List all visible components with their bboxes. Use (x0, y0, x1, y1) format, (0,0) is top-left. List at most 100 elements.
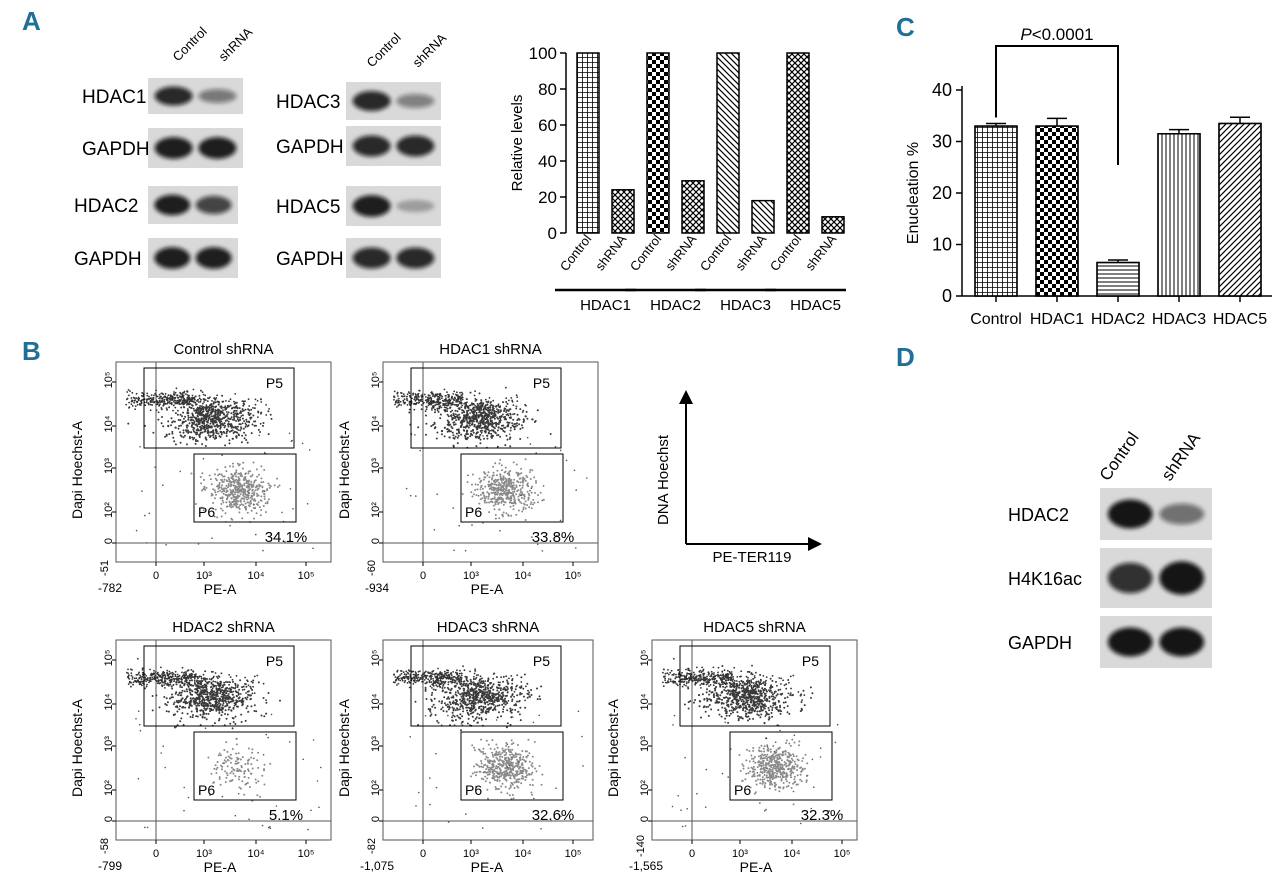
gate-p5 (143, 645, 295, 727)
gate-p6-label: P6 (465, 504, 482, 520)
bar (1218, 122, 1262, 297)
blot-strip-h4k16ac (1100, 548, 1212, 608)
x-axis-label: PE-A (471, 859, 504, 875)
y-min-label: -60 (366, 560, 378, 576)
x-tick-label: 10⁴ (248, 848, 265, 860)
p6-population (207, 737, 272, 802)
x-tick-label: 10⁵ (298, 570, 315, 582)
band-control (154, 194, 191, 216)
x-tick-label: 10³ (463, 848, 479, 860)
band-control (352, 195, 391, 217)
y-tick-label: 10 (932, 235, 952, 255)
panel-c-enucleation-chart: 0 10 20 30 40 Enucleation % Control HDAC1 HDAC2 H… (905, 25, 1272, 328)
bar (611, 189, 635, 234)
panel-label-d: D (896, 342, 915, 372)
band-control (1107, 562, 1153, 594)
blot-row-label: GAPDH (276, 137, 344, 158)
band-control (352, 135, 391, 157)
band-shrna (198, 137, 237, 159)
bar (1035, 125, 1079, 297)
gate-p6 (193, 731, 297, 801)
y-tick-label: 40 (932, 80, 952, 100)
x-tick-label: 0 (153, 570, 159, 582)
band-shrna (396, 199, 435, 213)
panel-label-a: A (22, 6, 41, 36)
significance-bracket (995, 45, 1119, 165)
band-control (352, 91, 391, 111)
blot-strip-hdac5 (346, 186, 441, 226)
blot-strip-hdac2 (148, 186, 238, 224)
bar-label: Control (627, 232, 665, 274)
key-x-arrowhead (808, 537, 822, 551)
blot-row-label: HDAC3 (276, 92, 340, 113)
flow-plot-1: Control shRNA P5 P6 34.1% 10⁵ 10⁴ 10³ 10² 0 -51 Da… (69, 341, 332, 597)
gate-p6-label: P6 (198, 504, 215, 520)
band-control (154, 247, 191, 269)
plot-title: Control shRNA (173, 341, 273, 358)
blot-row-label: H4K16ac (1008, 569, 1082, 589)
p5-population (126, 657, 281, 730)
y-axis-label: Dapi Hoechst-A (69, 420, 85, 519)
flow-plot-5: HDAC5 shRNA P5 P6 32.3% 10⁵ 10⁴ 10³ 10² 0 -140 Dap… (605, 619, 858, 875)
gate-p5 (410, 645, 562, 727)
panel-d-western-blot: Control shRNA HDAC2 H4K16ac GAPDH (1008, 428, 1212, 668)
plot-title: HDAC1 shRNA (439, 341, 542, 358)
y-tick-label: 10⁵ (103, 372, 115, 389)
y-tick-label: 0 (103, 538, 115, 544)
x-tick-label: HDAC1 (1030, 311, 1084, 328)
x-min-label: -1,565 (629, 859, 663, 873)
p5-population (393, 386, 552, 449)
bar-label: shRNA (732, 231, 769, 273)
y-min-label: -58 (99, 838, 111, 854)
gate-p6-label: P6 (734, 782, 751, 798)
y-tick-label: 10⁴ (370, 693, 382, 710)
blot-row-label: GAPDH (1008, 633, 1072, 653)
band-shrna (198, 89, 237, 103)
blot-row-label: HDAC2 (1008, 505, 1069, 525)
p5-population (662, 657, 814, 740)
band-shrna (1159, 503, 1205, 525)
x-tick-label: 10⁵ (565, 848, 582, 860)
bar (576, 52, 600, 234)
gate-p5 (679, 645, 831, 727)
band-control (154, 86, 193, 106)
blot-strip-gapdh (148, 238, 238, 278)
y-tick-label: 10³ (103, 458, 115, 474)
blot-strip-gapdh (148, 128, 243, 168)
bar (1096, 261, 1140, 297)
panel-label-c: C (896, 12, 915, 42)
y-tick-label: 10⁵ (639, 650, 651, 667)
lane-label: Control (170, 24, 210, 64)
group-label: HDAC1 (580, 297, 631, 314)
x-tick-label: 10⁴ (784, 848, 801, 860)
y-tick-label: 10² (103, 780, 115, 796)
x-tick-label: HDAC2 (1091, 311, 1145, 328)
y-min-label: -82 (366, 838, 378, 854)
y-tick-label: 0 (942, 286, 952, 306)
gate-p6-percent: 33.8% (532, 529, 575, 546)
y-tick-label: 10³ (639, 736, 651, 752)
x-tick-label: 10⁵ (298, 848, 315, 860)
bar (681, 180, 705, 234)
y-axis-label: Relative levels (509, 95, 526, 192)
bar-label: Control (767, 232, 805, 274)
lane-label: shRNA (1158, 429, 1205, 485)
blot-strip-gapdh (1100, 616, 1212, 668)
axis-key: DNA Hoechst PE-TER119 (655, 390, 822, 566)
gate-p6 (460, 731, 564, 801)
band-control (352, 247, 391, 269)
panel-b-flow-cytometry: Control shRNA P5 P6 34.1% 10⁵ 10⁴ 10³ 10² 0 -51 Da… (69, 341, 858, 875)
plot-title: HDAC3 shRNA (437, 619, 540, 636)
group-label: HDAC2 (650, 297, 701, 314)
x-min-label: -799 (98, 859, 122, 873)
x-tick-label: 10⁴ (515, 848, 532, 860)
y-tick-label: 10⁵ (103, 650, 115, 667)
gate-p6 (193, 453, 297, 523)
blot-strip-hdac3 (346, 82, 441, 120)
blot-row-label: HDAC2 (74, 196, 138, 217)
p6-population (461, 458, 545, 539)
y-tick-label: 0 (548, 224, 557, 243)
x-min-label: -782 (98, 581, 122, 595)
